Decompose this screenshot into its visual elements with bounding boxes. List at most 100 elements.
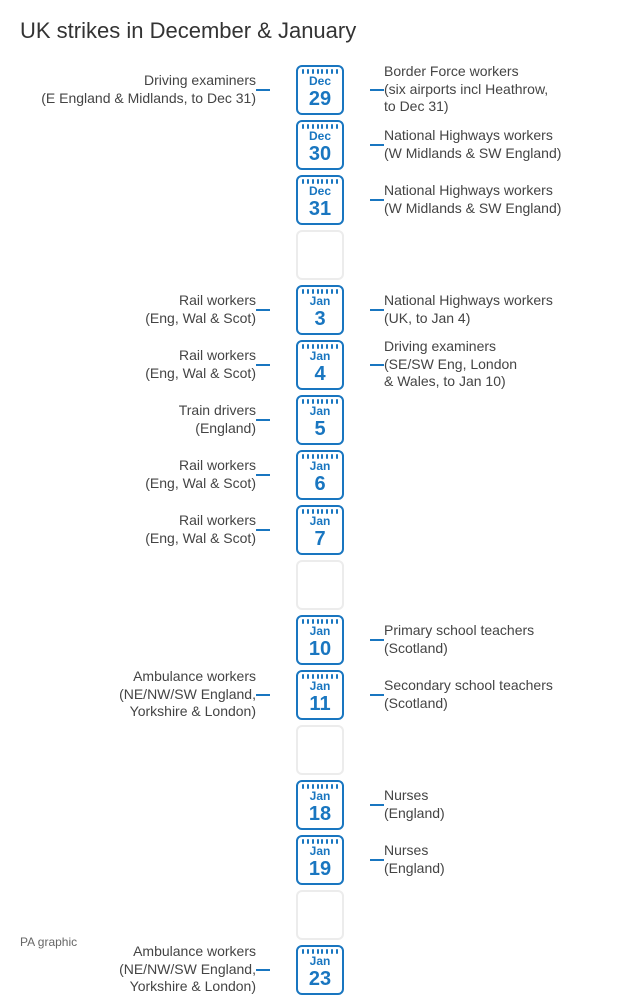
- date-day: 19: [309, 859, 331, 879]
- center-col: Jan3: [280, 285, 360, 335]
- date-day: 18: [309, 804, 331, 824]
- date-month: Jan: [310, 790, 331, 802]
- date-tile: Dec 29: [296, 65, 344, 115]
- date-day: 29: [309, 89, 331, 109]
- right-label-text: National Highways workers(UK, to Jan 4): [384, 292, 553, 327]
- timeline-row: [20, 227, 620, 282]
- right-label-text: Nurses(England): [384, 842, 445, 877]
- date-day: 4: [314, 364, 325, 384]
- date-month: Jan: [310, 845, 331, 857]
- connector-line: [256, 309, 270, 311]
- date-tile: Jan 23: [296, 945, 344, 995]
- left-label-text: Rail workers(Eng, Wal & Scot): [145, 512, 256, 547]
- connector-line: [256, 694, 270, 696]
- connector-line: [370, 309, 384, 311]
- date-tile: Jan 19: [296, 835, 344, 885]
- left-label-text: Ambulance workers(NE/NW/SW England,Yorks…: [119, 943, 256, 996]
- right-label: Primary school teachers(Scotland): [360, 622, 620, 657]
- date-tile: Dec31: [296, 175, 344, 225]
- timeline-row: Dec 30 National Highways workers(W Midland…: [20, 117, 620, 172]
- connector-line: [256, 969, 270, 971]
- ghost-date-tile: [296, 890, 344, 940]
- timeline-row: [20, 557, 620, 612]
- connector-line: [256, 89, 270, 91]
- center-col: [280, 725, 360, 775]
- center-col: [280, 230, 360, 280]
- center-col: Jan 19: [280, 835, 360, 885]
- left-label-text: Rail workers(Eng, Wal & Scot): [145, 292, 256, 327]
- left-label: Rail workers(Eng, Wal & Scot): [20, 347, 280, 382]
- timeline-row: [20, 887, 620, 942]
- timeline-row: Rail workers(Eng, Wal & Scot) Jan 7: [20, 502, 620, 557]
- timeline-row: Rail workers(Eng, Wal & Scot) Jan 4 Driving…: [20, 337, 620, 392]
- connector-line: [256, 529, 270, 531]
- left-label: Train drivers(England): [20, 402, 280, 437]
- connector-line: [370, 639, 384, 641]
- connector-line: [370, 89, 384, 91]
- date-tile: Jan6: [296, 450, 344, 500]
- date-tile: Dec 30: [296, 120, 344, 170]
- left-label-text: Train drivers(England): [179, 402, 256, 437]
- date-month: Jan: [310, 515, 331, 527]
- date-day: 11: [309, 694, 330, 714]
- date-month: Dec: [309, 130, 331, 142]
- ghost-date-tile: [296, 230, 344, 280]
- center-col: [280, 560, 360, 610]
- center-col: Jan 23: [280, 945, 360, 995]
- ghost-date-tile: [296, 560, 344, 610]
- connector-line: [370, 364, 384, 366]
- right-label-text: Border Force workers(six airports incl H…: [384, 63, 548, 116]
- connector-line: [370, 859, 384, 861]
- connector-line: [370, 199, 384, 201]
- right-label: Nurses(England): [360, 842, 620, 877]
- date-tile: Jan3: [296, 285, 344, 335]
- center-col: Dec 30: [280, 120, 360, 170]
- left-label: Ambulance workers(NE/NW/SW England,Yorks…: [20, 668, 280, 721]
- date-day: 10: [309, 639, 331, 659]
- timeline-row: Rail workers(Eng, Wal & Scot) Jan6: [20, 447, 620, 502]
- left-label-text: Rail workers(Eng, Wal & Scot): [145, 457, 256, 492]
- date-month: Jan: [310, 405, 331, 417]
- center-col: Jan6: [280, 450, 360, 500]
- right-label-text: Secondary school teachers(Scotland): [384, 677, 553, 712]
- center-col: Jan 18: [280, 780, 360, 830]
- date-month: Dec: [309, 75, 331, 87]
- timeline-row: Dec31National Highways workers(W Midland…: [20, 172, 620, 227]
- date-tile: Jan 4: [296, 340, 344, 390]
- timeline-row: Rail workers(Eng, Wal & Scot) Jan3 Nationa…: [20, 282, 620, 337]
- connector-line: [256, 419, 270, 421]
- timeline-row: Jan 10 Primary school teachers(Scotland): [20, 612, 620, 667]
- date-day: 5: [314, 419, 325, 439]
- center-col: Dec31: [280, 175, 360, 225]
- date-tile: Jan 18: [296, 780, 344, 830]
- timeline: Driving examiners(E England & Midlands, …: [20, 62, 620, 997]
- timeline-row: Driving examiners(E England & Midlands, …: [20, 62, 620, 117]
- date-day: 23: [309, 969, 331, 989]
- credit-label: PA graphic: [20, 935, 77, 949]
- date-month: Jan: [310, 955, 331, 967]
- date-day: 30: [309, 144, 331, 164]
- page-title: UK strikes in December & January: [20, 18, 620, 44]
- center-col: Jan 4: [280, 340, 360, 390]
- center-col: Jan 10: [280, 615, 360, 665]
- center-col: Jan 7: [280, 505, 360, 555]
- connector-line: [256, 364, 270, 366]
- left-label-text: Driving examiners(E England & Midlands, …: [41, 72, 256, 107]
- right-label: National Highways workers(UK, to Jan 4): [360, 292, 620, 327]
- date-day: 7: [314, 529, 325, 549]
- right-label-text: National Highways workers(W Midlands & S…: [384, 127, 561, 162]
- date-month: Dec: [309, 185, 331, 197]
- timeline-row: Ambulance workers(NE/NW/SW England,Yorks…: [20, 942, 620, 997]
- center-col: [280, 890, 360, 940]
- left-label: Rail workers(Eng, Wal & Scot): [20, 457, 280, 492]
- date-month: Jan: [310, 680, 331, 692]
- right-label: Driving examiners(SE/SW Eng, London& Wal…: [360, 338, 620, 391]
- connector-line: [370, 804, 384, 806]
- date-month: Jan: [310, 350, 331, 362]
- left-label: Rail workers(Eng, Wal & Scot): [20, 512, 280, 547]
- date-month: Jan: [310, 625, 331, 637]
- timeline-row: [20, 722, 620, 777]
- date-tile: Jan 10: [296, 615, 344, 665]
- left-label: Rail workers(Eng, Wal & Scot): [20, 292, 280, 327]
- timeline-row: Jan18Nurses(England): [20, 777, 620, 832]
